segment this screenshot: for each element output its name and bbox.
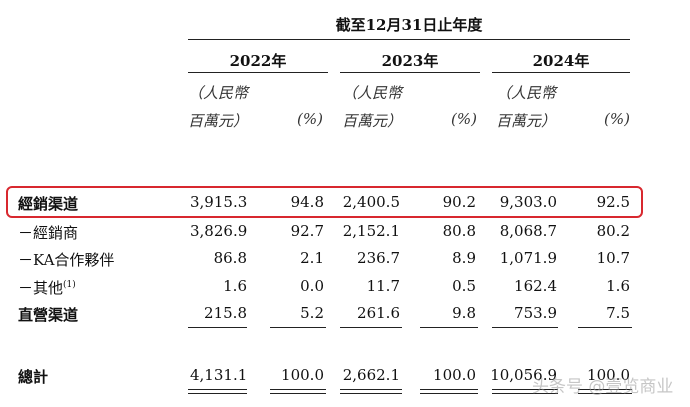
cell-value: 7.5 xyxy=(606,304,630,322)
cell-value: 2,662.1 xyxy=(342,366,400,384)
cell-value: 100.0 xyxy=(433,366,476,384)
watermark: 头条号 @壹览商业 xyxy=(532,377,674,397)
cell-value: 261.6 xyxy=(357,304,400,322)
total-double-rule xyxy=(188,389,247,394)
cell-value: 80.2 xyxy=(596,222,630,240)
cell-value: 11.7 xyxy=(366,277,400,295)
cell-value: 2,400.5 xyxy=(342,193,400,211)
cell-value: 5.2 xyxy=(300,304,324,322)
total-double-rule xyxy=(340,389,402,394)
highlight-box xyxy=(6,186,643,218)
cell-value: 8.9 xyxy=(452,249,476,267)
footnote-marker: (1) xyxy=(63,280,76,290)
cell-value: 92.7 xyxy=(290,222,324,240)
unit-2022-line1: （人民幣 xyxy=(188,84,249,102)
year-2023-rule xyxy=(340,72,480,73)
cell-value: 90.2 xyxy=(442,193,476,211)
cell-value: 9,303.0 xyxy=(499,193,557,211)
table-row: 經銷渠道 3,915.3 94.8 2,400.5 90.2 9,303.0 9… xyxy=(0,193,690,217)
subtotal-rule xyxy=(420,327,478,328)
cell-value: 86.8 xyxy=(213,249,247,267)
unit-2023-line1: （人民幣 xyxy=(342,84,403,102)
pct-2023-label: (%) xyxy=(451,110,477,128)
cell-value: 0.5 xyxy=(452,277,476,295)
cell-value: 215.8 xyxy=(204,304,247,322)
total-double-rule xyxy=(270,389,326,394)
cell-value: 3,915.3 xyxy=(190,193,248,211)
cell-value: 236.7 xyxy=(357,249,400,267)
table-row: －經銷商 3,826.9 92.7 2,152.1 80.8 8,068.7 8… xyxy=(0,222,690,246)
header-rule xyxy=(188,39,630,40)
year-2022-header: 2022年 xyxy=(229,52,287,70)
cell-value: 10,056.9 xyxy=(490,366,557,384)
pct-2024-label: (%) xyxy=(604,110,630,128)
cell-value: 1.6 xyxy=(606,277,630,295)
row-label: 經銷渠道 xyxy=(18,195,79,213)
row-label: 直營渠道 xyxy=(18,306,79,324)
cell-value: 0.0 xyxy=(300,277,324,295)
cell-value: 9.8 xyxy=(452,304,476,322)
table-row: 直營渠道 215.8 5.2 261.6 9.8 753.9 7.5 xyxy=(0,304,690,328)
unit-2023-line2: 百萬元） xyxy=(342,112,403,130)
total-double-rule xyxy=(492,389,558,394)
year-2022-rule xyxy=(188,72,328,73)
total-double-rule xyxy=(578,389,632,394)
cell-value: 92.5 xyxy=(596,193,630,211)
cell-value: 753.9 xyxy=(514,304,557,322)
cell-value: 3,826.9 xyxy=(190,222,248,240)
pct-2022-label: (%) xyxy=(297,110,323,128)
year-2024-rule xyxy=(492,72,630,73)
row-label: －經銷商 xyxy=(18,224,79,242)
cell-value: 162.4 xyxy=(514,277,557,295)
cell-value: 1,071.9 xyxy=(499,249,557,267)
cell-value: 2,152.1 xyxy=(342,222,400,240)
year-2024-header: 2024年 xyxy=(532,52,590,70)
cell-value: 100.0 xyxy=(587,366,630,384)
year-2023-header: 2023年 xyxy=(381,52,439,70)
row-label: －KA合作夥伴 xyxy=(18,251,115,269)
total-double-rule xyxy=(420,389,478,394)
cell-value: 100.0 xyxy=(281,366,324,384)
unit-2024-line2: 百萬元） xyxy=(496,112,557,130)
row-label: －其他(1) xyxy=(18,277,76,298)
total-label: 總計 xyxy=(18,368,49,386)
subtotal-rule xyxy=(188,327,247,328)
cell-value: 10.7 xyxy=(596,249,630,267)
cell-value: 2.1 xyxy=(300,249,324,267)
subtotal-rule xyxy=(270,327,326,328)
row-label-text: －其他 xyxy=(18,279,64,297)
table-row: －KA合作夥伴 86.8 2.1 236.7 8.9 1,071.9 10.7 xyxy=(0,249,690,273)
cell-value: 1.6 xyxy=(223,277,247,295)
subtotal-rule xyxy=(492,327,558,328)
cell-value: 4,131.1 xyxy=(190,366,248,384)
unit-2022-line2: 百萬元） xyxy=(188,112,249,130)
cell-value: 8,068.7 xyxy=(499,222,557,240)
period-header: 截至12月31日止年度 xyxy=(335,16,483,34)
subtotal-rule xyxy=(340,327,402,328)
table-row: －其他(1) 1.6 0.0 11.7 0.5 162.4 1.6 xyxy=(0,277,690,301)
cell-value: 80.8 xyxy=(442,222,476,240)
total-row: 總計 4,131.1 100.0 2,662.1 100.0 10,056.9 … xyxy=(0,366,690,390)
cell-value: 94.8 xyxy=(290,193,324,211)
subtotal-rule xyxy=(578,327,632,328)
unit-2024-line1: （人民幣 xyxy=(496,84,557,102)
